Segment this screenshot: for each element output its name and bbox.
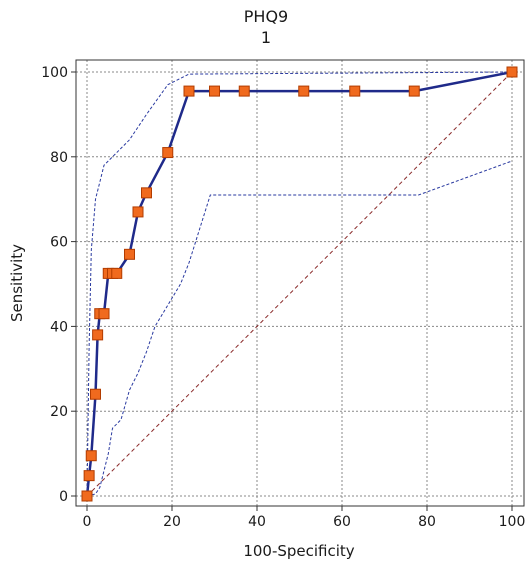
chart-title-main: PHQ9 [243,7,289,26]
x-tick-label: 0 [83,514,92,530]
y-tick-label: 0 [59,489,68,505]
roc-curve [85,70,513,497]
roc-point-marker [92,329,104,341]
roc-point-marker [162,147,174,159]
roc-point-marker [90,388,101,400]
marker-layer [81,66,518,502]
chart-subtitle: 1 [260,28,272,47]
plot-frame [75,59,525,507]
roc-point-marker [209,85,220,97]
roc-point-marker [298,85,310,97]
grid [76,60,524,506]
y-tick-label: 40 [50,319,68,335]
roc-point-marker [349,85,361,97]
x-axis-label: 100-Specificity [243,542,354,560]
series-layer [85,70,513,497]
y-axis-label: Sensitivity [8,244,26,322]
x-tick-label: 60 [333,514,351,530]
roc-point-marker [141,187,152,199]
x-tick-label: 40 [248,514,266,530]
y-tick-label: 20 [50,404,68,420]
roc-point-marker [85,450,97,462]
roc-point-marker [81,490,93,502]
roc-point-marker [98,308,110,320]
roc-point-marker [132,206,144,218]
x-tick-label: 80 [418,514,436,530]
roc-point-marker [111,267,123,279]
y-tick-label: 80 [50,150,68,166]
roc-point-marker [238,85,250,97]
roc-point-marker [506,66,518,78]
x-tick-label: 100 [499,514,526,530]
roc-point-marker [124,248,135,260]
reference-diagonal [86,71,513,497]
ci-upper-bound [86,71,513,497]
roc-point-marker [83,470,95,482]
chart-title: PHQ9 1 [0,6,532,48]
x-tick-label: 20 [163,514,181,530]
roc-point-marker [183,85,195,97]
plot-border [75,59,525,507]
y-tick-label: 60 [50,235,68,251]
roc-point-marker [408,85,420,97]
ci-lower-bound [86,160,513,497]
tick-layer: 0 20 40 60 80 100 0 20 40 60 80 100 [41,65,525,530]
y-tick-label: 100 [41,65,68,81]
